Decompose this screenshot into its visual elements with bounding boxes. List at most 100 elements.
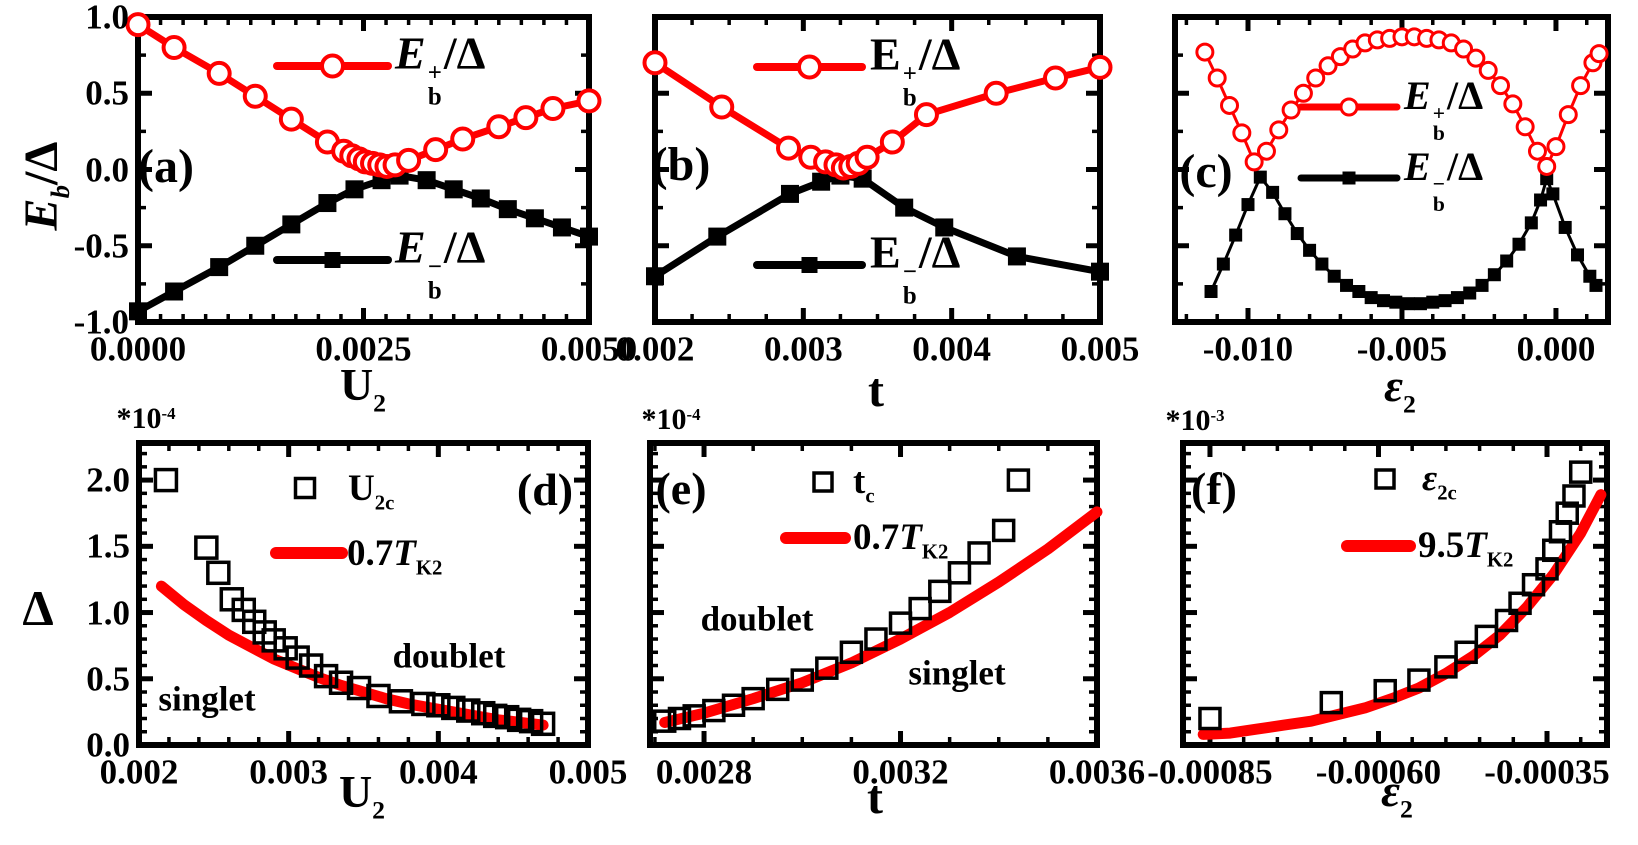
marker-square-filled [417, 171, 436, 190]
marker-circle-open [1244, 152, 1264, 172]
marker-square-filled [1376, 294, 1390, 308]
marker-square-open [293, 476, 317, 500]
marker-square-filled [1290, 227, 1304, 241]
marker-circle-open [1454, 39, 1474, 59]
marker-circle-open [1527, 141, 1547, 161]
marker-square-filled [1540, 172, 1554, 186]
marker-square-filled [1401, 297, 1415, 311]
marker-square-filled [1278, 207, 1292, 221]
marker-square-filled [935, 218, 954, 237]
marker-square-filled [1475, 278, 1489, 292]
marker-square-filled [345, 180, 364, 199]
marker-square-filled [1571, 248, 1585, 262]
marker-circle-open [576, 88, 602, 114]
marker-square-open [1319, 690, 1344, 715]
panel-e [647, 440, 1103, 748]
marker-circle-open [1515, 117, 1535, 137]
marker-square-filled [1450, 291, 1464, 305]
marker-circle-open [1339, 97, 1359, 117]
marker-square-filled [646, 267, 664, 286]
marker-square-filled [1524, 216, 1538, 230]
marker-square-open [285, 645, 310, 670]
panel-d [136, 440, 591, 748]
marker-circle-open [1207, 68, 1227, 88]
marker-square-filled [1241, 198, 1255, 212]
marker-circle-open [913, 102, 939, 128]
marker-square-filled [801, 257, 818, 273]
marker-circle-open [242, 83, 268, 109]
marker-square-filled [498, 200, 517, 219]
marker-square-filled [324, 252, 341, 268]
marker-square-open [1454, 640, 1478, 665]
marker-square-filled [1216, 257, 1230, 271]
marker-square-filled [1229, 228, 1243, 242]
marker-circle-open [1478, 60, 1498, 80]
marker-square-open [815, 656, 839, 680]
marker-square-filled [129, 302, 147, 321]
marker-square-filled [1558, 220, 1572, 234]
marker-circle-open [1466, 48, 1486, 68]
marker-square-filled [471, 189, 490, 208]
marker-square-filled [1091, 262, 1109, 281]
marker-circle-open [1043, 65, 1068, 91]
marker-square-open [1562, 484, 1586, 508]
marker-circle-open [450, 126, 476, 152]
marker-square-open [1407, 668, 1431, 692]
marker-square-filled [1340, 278, 1354, 292]
marker-circle-open [486, 114, 512, 140]
marker-square-filled [1426, 295, 1440, 309]
marker-square-open [765, 677, 790, 702]
marker-square-filled [1589, 278, 1603, 292]
marker-square-filled [1204, 285, 1218, 298]
marker-square-filled [165, 282, 184, 301]
marker-circle-open [278, 106, 304, 132]
marker-square-open [1374, 468, 1396, 490]
marker-square-open [530, 711, 556, 737]
marker-square-filled [282, 215, 301, 234]
marker-circle-open [642, 50, 668, 76]
marker-circle-open [1306, 68, 1326, 88]
marker-square-open [1508, 591, 1532, 616]
marker-circle-open [161, 35, 187, 60]
marker-square-filled [1463, 286, 1477, 300]
marker-square-open [741, 686, 765, 711]
marker-square-open [194, 535, 219, 560]
marker-square-open [1474, 624, 1499, 649]
marker-circle-open [396, 147, 422, 173]
marker-square-filled [1315, 257, 1329, 271]
marker-circle-open [423, 137, 449, 163]
marker-circle-open [1571, 76, 1591, 96]
marker-square-open [812, 471, 834, 493]
marker-square-filled [1327, 269, 1341, 283]
marker-square-open [947, 561, 972, 585]
marker-square-open [1568, 460, 1593, 484]
marker-square-filled [210, 258, 229, 277]
marker-square-open [411, 691, 436, 717]
marker-circle-open [125, 12, 151, 38]
marker-square-filled [318, 194, 337, 213]
marker-square-open [967, 541, 991, 565]
marker-square-open [456, 698, 481, 723]
marker-circle-open [776, 135, 801, 161]
marker-square-open [1434, 655, 1458, 679]
panel-f [1180, 440, 1610, 748]
marker-circle-open [206, 60, 232, 86]
marker-square-open [1521, 572, 1546, 597]
marker-square-open [864, 627, 888, 651]
marker-square-open [1006, 468, 1031, 492]
marker-square-filled [1303, 243, 1317, 257]
marker-circle-open [709, 94, 735, 120]
panel-frame [652, 14, 1103, 325]
marker-square-open [888, 611, 913, 635]
panel-frame [1180, 440, 1610, 748]
panel-frame [136, 440, 591, 748]
marker-square-filled [1512, 237, 1526, 251]
marker-circle-open [1491, 76, 1511, 96]
marker-square-open [313, 663, 339, 689]
marker-square-filled [1487, 268, 1501, 282]
series-line [134, 172, 593, 315]
marker-square-filled [1546, 187, 1560, 201]
marker-square-open [328, 670, 354, 695]
